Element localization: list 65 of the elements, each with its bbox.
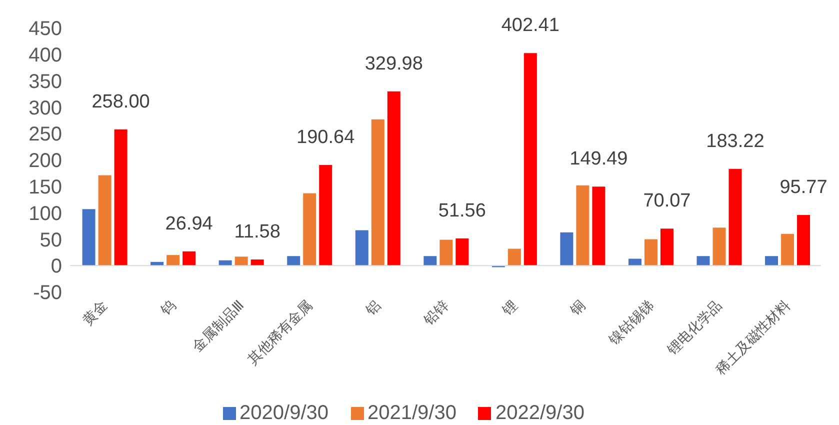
bar [440, 240, 453, 266]
x-tick-label: 其他稀有金属 [244, 296, 316, 368]
bar [797, 215, 810, 266]
x-tick-label: 金属制品Ⅲ [189, 296, 247, 355]
bar [728, 168, 742, 266]
bar [114, 129, 128, 266]
y-tick-label: 300 [28, 97, 62, 120]
y-tick-label: 400 [28, 44, 62, 66]
bar [355, 230, 368, 266]
bar [592, 186, 606, 266]
data-label: 51.56 [438, 200, 486, 222]
data-label: 95.77 [780, 177, 828, 198]
y-tick-label: 50 [40, 229, 62, 252]
bar [250, 259, 264, 266]
bar [456, 238, 469, 266]
x-tick-label: 铝 [361, 296, 384, 319]
data-label: 183.22 [706, 130, 764, 152]
data-label: 70.07 [643, 190, 691, 212]
bar [696, 256, 710, 266]
x-tick-label: 锂电化学品 [663, 296, 725, 358]
bar [524, 53, 537, 266]
y-tick-label: 200 [28, 150, 62, 172]
bar [303, 193, 316, 266]
bar [182, 251, 196, 266]
bar [560, 232, 574, 266]
bar [576, 185, 590, 266]
y-tick-label: -50 [33, 282, 62, 304]
data-label: 329.98 [364, 53, 423, 74]
data-label: 190.64 [296, 126, 356, 148]
bar [234, 256, 248, 266]
data-label: 149.49 [570, 148, 628, 170]
y-tick-label: 100 [28, 202, 62, 225]
x-tick-label: 锂 [498, 296, 520, 319]
x-tick-label: 钨 [156, 296, 179, 319]
data-label: 11.58 [234, 221, 280, 242]
data-label: 26.94 [165, 213, 214, 234]
bar [82, 209, 96, 266]
y-tick-label: 450 [28, 18, 62, 40]
bar [424, 256, 437, 266]
y-tick-label: 150 [28, 176, 62, 198]
bar [508, 248, 521, 266]
bar [644, 239, 658, 266]
bar [387, 91, 400, 266]
bar [628, 258, 642, 266]
x-tick-label: 黄金 [79, 296, 110, 328]
bar [166, 255, 180, 266]
y-tick-label: 0 [50, 256, 62, 278]
y-tick-label: 250 [28, 124, 62, 146]
legend-label: 2021/9/30 [368, 402, 456, 424]
bar [371, 119, 384, 266]
bar [98, 175, 112, 266]
bar [781, 234, 794, 266]
x-tick-label: 铅锌 [420, 296, 452, 329]
bar [712, 228, 726, 266]
y-tick-label: 350 [28, 70, 62, 93]
x-tick-label: 铜 [566, 296, 588, 319]
legend-label: 2020/9/30 [240, 402, 328, 424]
bar [765, 256, 778, 266]
x-tick-label: 镍钴锡锑 [604, 296, 656, 348]
data-label: 402.41 [501, 15, 560, 36]
bar [287, 256, 300, 266]
bar [660, 228, 674, 266]
legend-label: 2022/9/30 [495, 402, 584, 424]
data-label: 258.00 [92, 91, 150, 112]
bar [319, 164, 332, 266]
